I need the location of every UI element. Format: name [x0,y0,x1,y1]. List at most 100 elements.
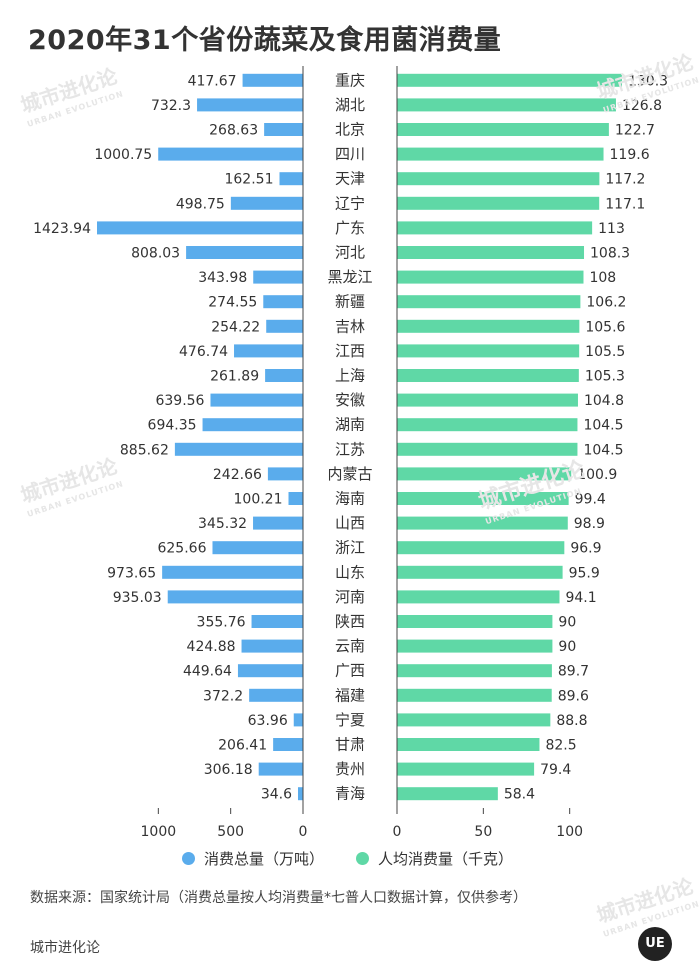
data-label-total: 694.35 [148,418,197,434]
data-label-per-capita: 117.2 [605,172,645,188]
data-label-total: 268.63 [209,123,258,139]
data-label-per-capita: 89.6 [558,688,589,704]
bar-total [212,541,303,555]
data-label-per-capita: 94.1 [565,590,596,606]
data-label-total: 274.55 [208,295,257,311]
bar-per-capita [397,344,580,358]
bar-total [265,369,303,382]
data-label-total: 34.6 [261,787,292,803]
category-label: 云南 [335,637,365,655]
category-label: 江苏 [335,440,365,458]
bar-per-capita [397,123,609,136]
bar-per-capita [397,492,569,505]
category-label: 北京 [335,121,365,139]
category-label: 安徽 [335,391,365,409]
data-label-total: 345.32 [198,516,247,532]
bar-per-capita [397,196,600,210]
category-label: 青海 [335,785,365,803]
category-label: 上海 [335,367,365,385]
data-label-total: 449.64 [183,664,232,680]
bar-total [162,565,303,579]
bar-per-capita [397,541,565,555]
category-label: 河南 [335,588,365,606]
data-label-per-capita: 122.7 [615,123,655,139]
bar-per-capita [397,688,552,702]
data-label-per-capita: 99.4 [575,492,606,508]
category-label: 江西 [335,342,365,360]
data-label-per-capita: 105.6 [585,319,625,335]
bar-per-capita [397,98,616,112]
tick-label-total: 500 [217,824,244,840]
legend-label-per-capita: 人均消费量（千克） [378,850,514,868]
data-label-per-capita: 105.5 [585,344,625,360]
bar-total [158,147,303,161]
data-label-total: 261.89 [210,369,259,385]
data-label-total: 100.21 [234,492,283,508]
data-label-total: 625.66 [157,541,206,557]
data-label-total: 254.22 [211,319,260,335]
data-label-per-capita: 108.3 [590,246,630,262]
data-label-total: 355.76 [197,615,246,631]
data-label-total: 935.03 [113,590,162,606]
category-label: 河北 [335,244,365,262]
data-label-per-capita: 106.2 [586,295,626,311]
bar-total [234,344,303,358]
data-label-total: 424.88 [187,639,236,655]
bar-total [273,738,303,751]
bar-per-capita [397,516,568,530]
bar-per-capita [397,615,553,628]
bar-total [197,98,303,112]
data-label-per-capita: 119.6 [610,147,650,163]
category-label: 山东 [335,563,365,581]
bar-per-capita [397,295,581,309]
bar-total [202,418,303,432]
brand-logo: UE [638,927,672,961]
category-label: 内蒙古 [327,465,372,483]
data-label-per-capita: 88.8 [556,713,587,729]
data-label-total: 732.3 [151,98,191,114]
data-label-total: 162.51 [224,172,273,188]
category-label: 宁夏 [335,711,365,729]
bar-total [293,713,303,727]
bar-total [253,270,303,284]
data-label-total: 242.66 [213,467,262,483]
category-label: 广西 [335,662,365,680]
category-label: 广东 [335,219,365,237]
source-note: 数据来源：国家统计局（消费总量按人均消费量*七普人口数据计算，仅供参考） [30,890,527,906]
bar-per-capita [397,369,579,382]
data-label-per-capita: 104.8 [584,393,624,409]
data-label-total: 885.62 [120,442,169,458]
data-label-total: 63.96 [248,713,288,729]
data-label-per-capita: 82.5 [545,738,576,754]
bar-per-capita [397,762,535,776]
bar-total [237,664,303,678]
data-label-per-capita: 90 [558,639,576,655]
chart-title: 2020年31个省份蔬菜及食用菌消费量 [28,25,502,56]
category-label: 湖南 [335,416,365,434]
bar-total [210,393,303,407]
bar-per-capita [397,713,551,727]
data-label-per-capita: 130.3 [628,73,668,89]
data-label-total: 973.65 [107,565,156,581]
category-label: 重庆 [335,71,365,89]
data-label-per-capita: 90 [558,615,576,631]
category-label: 吉林 [335,317,365,335]
bar-per-capita [397,147,604,161]
category-label: 湖北 [335,96,365,114]
category-label: 福建 [335,686,365,704]
bar-per-capita [397,590,560,604]
bar-total [264,123,303,136]
data-label-total: 206.41 [218,738,267,754]
bar-total [253,516,303,530]
data-label-total: 306.18 [204,762,253,778]
bar-total [279,172,303,186]
legend: 消费总量（万吨） 人均消费量（千克） [0,848,700,872]
data-label-per-capita: 117.1 [605,196,645,212]
category-label: 山西 [335,514,365,532]
bar-per-capita [397,270,584,284]
legend-dot-green [356,852,369,865]
bar-total [186,246,303,259]
bar-total [241,639,303,653]
bar-per-capita [397,467,572,481]
